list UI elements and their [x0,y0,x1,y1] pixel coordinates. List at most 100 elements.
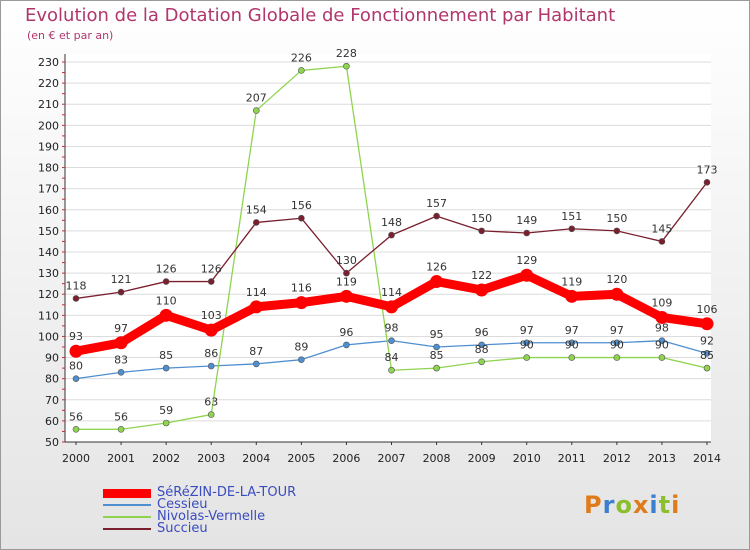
point-succieu-2013 [658,238,666,245]
point-cessieu-2009 [478,341,485,349]
x-tick-label: 2007 [378,452,406,465]
data-label-nivolas-vermelle-2003: 63 [204,396,218,409]
logo-letter: r [602,491,616,519]
legend-item-cessieu: Cessieu [103,498,296,511]
y-tick-label: 220 [38,77,59,90]
x-tick-label: 2013 [648,452,676,465]
point-succieu-2002 [162,278,170,285]
point-cessieu-2004 [252,360,260,368]
logo-letter: x [632,491,650,519]
point-cessieu-2003 [207,362,215,370]
data-label-serezin-de-la-tour-2000: 93 [69,330,83,343]
chart-title: Evolution de la Dotation Globale de Fonc… [25,5,616,26]
point-cessieu-2013 [658,337,666,344]
point-succieu-2009 [478,227,485,235]
y-tick-label: 80 [45,373,59,386]
y-tick-label: 110 [38,309,59,322]
point-cessieu-2007 [388,337,395,344]
y-tick-label: 130 [38,267,59,280]
y-tick-label: 120 [38,288,59,301]
data-label-serezin-de-la-tour-2014: 106 [697,303,718,316]
point-cessieu-2006 [343,341,350,349]
data-label-serezin-de-la-tour-2004: 114 [246,286,267,299]
point-serezin-de-la-tour-2006 [339,289,353,303]
x-tick-label: 2006 [332,452,360,465]
legend-swatch-serezin [103,488,151,498]
x-tick-label: 2002 [152,452,180,465]
legend-label-serezin: SéRéZIN-DE-LA-TOUR [157,485,297,500]
data-label-nivolas-vermelle-2012: 90 [610,339,624,352]
y-tick-label: 230 [38,56,59,69]
proxiti-logo: Proxiti [584,491,680,519]
data-label-succieu-2007: 148 [381,216,402,229]
plot-area [65,54,711,442]
point-nivolas-vermelle-2004 [252,107,260,114]
data-label-succieu-2005: 156 [291,199,312,212]
data-label-nivolas-vermelle-2010: 90 [520,339,534,352]
data-label-nivolas-vermelle-2014: 85 [700,349,714,362]
x-tick-label: 2005 [287,452,315,465]
point-serezin-de-la-tour-2002 [159,308,173,322]
point-succieu-2011 [568,225,576,233]
data-label-cessieu-2009: 96 [475,326,489,339]
data-label-nivolas-vermelle-2011: 90 [565,339,579,352]
point-cessieu-2008 [433,343,440,351]
data-label-serezin-de-la-tour-2009: 122 [471,269,492,282]
data-label-cessieu-2011: 97 [565,324,579,337]
y-tick-label: 190 [38,140,59,153]
point-serezin-de-la-tour-2003 [204,323,218,337]
x-tick-label: 2008 [423,452,451,465]
data-label-cessieu-2002: 85 [159,349,173,362]
point-succieu-2008 [433,212,440,220]
point-nivolas-vermelle-2001 [117,426,125,433]
x-tick-label: 2010 [513,452,541,465]
data-label-serezin-de-la-tour-2012: 120 [606,273,627,286]
y-tick-label: 150 [38,225,59,238]
point-succieu-2010 [523,229,531,237]
point-cessieu-2010 [523,339,531,347]
point-serezin-de-la-tour-2005 [294,296,308,310]
data-label-succieu-2008: 157 [426,197,447,210]
point-succieu-2001 [117,288,125,296]
point-nivolas-vermelle-2011 [568,354,576,361]
data-label-succieu-2002: 126 [156,263,177,276]
x-tick-label: 2014 [693,452,721,465]
legend-swatch-cessieu [103,504,151,506]
legend-swatch-nivolas [103,516,151,518]
point-serezin-de-la-tour-2000 [69,344,83,358]
point-serezin-de-la-tour-2010 [520,268,534,282]
data-label-nivolas-vermelle-2009: 88 [475,343,489,356]
data-label-succieu-2001: 121 [111,273,132,286]
data-label-cessieu-2005: 89 [294,341,308,354]
point-succieu-2004 [252,219,260,226]
y-tick-label: 210 [38,98,59,111]
x-tick-label: 2001 [107,452,135,465]
y-tick-label: 100 [38,330,59,343]
legend-label-nivolas: Nivolas-Vermelle [157,509,266,524]
point-nivolas-vermelle-2005 [298,67,305,74]
logo-letter: i [649,491,659,519]
data-label-cessieu-2007: 98 [385,322,399,335]
data-label-cessieu-2013: 98 [655,322,669,335]
data-label-nivolas-vermelle-2002: 59 [159,404,173,417]
x-tick-label: 2004 [242,452,270,465]
point-cessieu-2014 [703,350,711,357]
point-serezin-de-la-tour-2007 [385,300,398,314]
point-serezin-de-la-tour-2001 [114,336,128,350]
data-label-cessieu-2014: 92 [700,334,714,347]
legend-item-serezin: SéRéZIN-DE-LA-TOUR [103,485,297,500]
point-serezin-de-la-tour-2012 [610,287,624,301]
logo-letter: o [615,491,633,519]
point-nivolas-vermelle-2007 [388,366,395,374]
point-cessieu-2011 [568,339,576,347]
point-serezin-de-la-tour-2011 [565,289,579,303]
data-label-nivolas-vermelle-2004: 207 [246,92,267,105]
y-tick-label: 140 [38,246,59,259]
point-succieu-2005 [298,214,305,222]
data-label-serezin-de-la-tour-2011: 119 [561,275,582,288]
y-tick-label: 70 [45,394,59,407]
data-label-serezin-de-la-tour-2010: 129 [516,254,537,267]
data-label-cessieu-2008: 95 [430,328,444,341]
data-label-cessieu-2012: 97 [610,324,624,337]
point-succieu-2003 [207,278,215,285]
